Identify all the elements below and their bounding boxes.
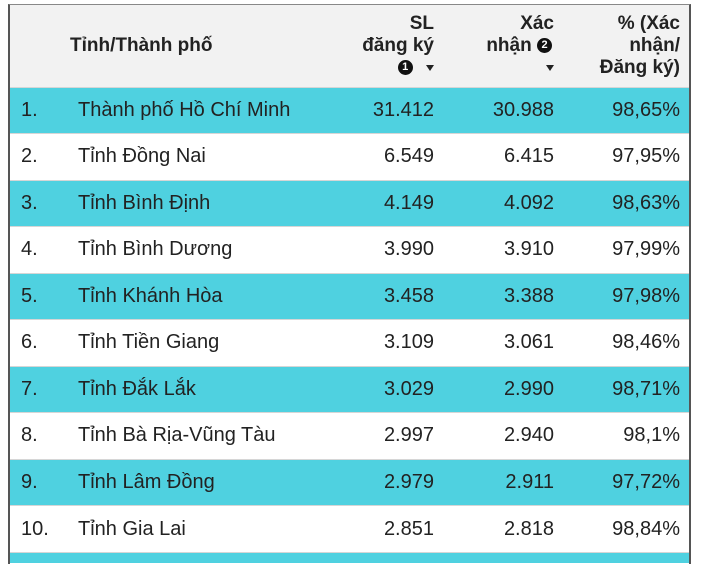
header-confirmed-line1: Xác: [520, 12, 554, 34]
row-registered: 2.979: [383, 470, 434, 493]
row-registered: 3.029: [383, 377, 434, 400]
row-registered: 3.109: [383, 331, 434, 354]
row-percentage: 97,99%: [612, 238, 680, 261]
row-province: Tỉnh Tiền Giang: [78, 331, 220, 354]
row-confirmed: 2.940: [503, 424, 554, 447]
row-confirmed: 3.388: [503, 284, 554, 307]
row-confirmed: 3.910: [503, 238, 554, 261]
row-confirmed: 2.911: [505, 470, 554, 493]
row-percentage: 97,72%: [612, 470, 680, 493]
header-percentage[interactable]: % (Xác nhận/ Đăng ký): [562, 5, 689, 87]
row-confirmed: 3.061: [503, 331, 554, 354]
row-province: Tỉnh Bình Dương: [78, 238, 233, 261]
header-percentage-line2: Đăng ký): [599, 56, 680, 78]
row-province: Tỉnh Bà Rịa-Vũng Tàu: [78, 424, 276, 447]
row-province: Tỉnh Đắk Lắk: [78, 377, 196, 400]
info-badge-1-icon[interactable]: 1: [397, 60, 413, 76]
row-registered: 3.458: [383, 284, 434, 307]
header-province-label: Tỉnh/Thành phố: [70, 34, 213, 56]
table-row: 8. Tỉnh Bà Rịa-Vũng Tàu 2.997 2.940 98,1…: [10, 412, 689, 459]
row-registered: 3.990: [383, 238, 434, 261]
row-rank: 3.: [21, 191, 38, 214]
row-rank: 7.: [21, 377, 38, 400]
row-percentage: 98,1%: [623, 424, 680, 447]
row-province: Tỉnh Khánh Hòa: [78, 284, 223, 307]
row-rank: 1.: [21, 98, 38, 121]
row-percentage: 97,98%: [612, 284, 680, 307]
table-row: 4. Tỉnh Bình Dương 3.990 3.910 97,99%: [10, 226, 689, 273]
header-confirmed[interactable]: Xác nhận 2: [440, 5, 562, 87]
next-row-stub: [10, 552, 689, 563]
row-rank: 6.: [21, 331, 38, 354]
table-row: 5. Tỉnh Khánh Hòa 3.458 3.388 97,98%: [10, 273, 689, 320]
row-confirmed: 30.988: [492, 98, 554, 121]
row-registered: 31.412: [372, 98, 434, 121]
header-registered[interactable]: SL đăng ký 1: [308, 5, 440, 87]
row-province: Thành phố Hồ Chí Minh: [78, 98, 291, 121]
info-badge-2-icon[interactable]: 2: [537, 38, 552, 54]
row-percentage: 98,84%: [612, 517, 680, 540]
row-percentage: 98,65%: [612, 98, 680, 121]
header-registered-line2: đăng ký: [362, 34, 434, 56]
row-rank: 2.: [21, 145, 38, 168]
row-rank: 4.: [21, 238, 38, 261]
row-registered: 6.549: [383, 145, 434, 168]
row-province: Tỉnh Bình Định: [78, 191, 211, 214]
row-rank: 8.: [21, 424, 38, 447]
row-confirmed: 2.818: [503, 517, 554, 540]
row-rank: 9.: [21, 470, 38, 493]
sort-down-icon[interactable]: [546, 64, 554, 71]
sort-down-icon[interactable]: [426, 64, 434, 71]
table-row: 3. Tỉnh Bình Định 4.149 4.092 98,63%: [10, 180, 689, 227]
province-ranking-table: Tỉnh/Thành phố SL đăng ký 1 Xác nhận 2: [10, 5, 689, 552]
row-rank: 5.: [21, 284, 38, 307]
table-row: 7. Tỉnh Đắk Lắk 3.029 2.990 98,71%: [10, 366, 689, 413]
header-confirmed-line2: nhận: [486, 34, 532, 56]
table-row: 6. Tỉnh Tiền Giang 3.109 3.061 98,46%: [10, 319, 689, 366]
table-row: 9. Tỉnh Lâm Đồng 2.979 2.911 97,72%: [10, 459, 689, 506]
row-province: Tỉnh Gia Lai: [78, 517, 186, 540]
row-registered: 4.149: [383, 191, 434, 214]
table-row: 10. Tỉnh Gia Lai 2.851 2.818 98,84%: [10, 505, 689, 552]
row-percentage: 97,95%: [612, 145, 680, 168]
row-confirmed: 2.990: [503, 377, 554, 400]
table-header-row: Tỉnh/Thành phố SL đăng ký 1 Xác nhận 2: [10, 5, 689, 87]
row-registered: 2.997: [383, 424, 434, 447]
row-rank: 10.: [21, 517, 49, 540]
ranking-table-container: Tỉnh/Thành phố SL đăng ký 1 Xác nhận 2: [8, 4, 691, 564]
header-registered-line1: SL: [409, 12, 434, 34]
row-percentage: 98,46%: [612, 331, 680, 354]
header-province[interactable]: Tỉnh/Thành phố: [70, 5, 308, 87]
table-row: 1. Thành phố Hồ Chí Minh 31.412 30.988 9…: [10, 87, 689, 134]
row-percentage: 98,71%: [612, 377, 680, 400]
row-confirmed: 6.415: [503, 145, 554, 168]
table-row: 2. Tỉnh Đồng Nai 6.549 6.415 97,95%: [10, 133, 689, 180]
header-percentage-line1: % (Xác nhận/: [617, 12, 680, 56]
row-confirmed: 4.092: [503, 191, 554, 214]
row-province: Tỉnh Lâm Đồng: [78, 470, 215, 493]
row-percentage: 98,63%: [612, 191, 680, 214]
row-province: Tỉnh Đồng Nai: [78, 145, 206, 168]
header-rank: [10, 5, 70, 87]
row-registered: 2.851: [383, 517, 434, 540]
